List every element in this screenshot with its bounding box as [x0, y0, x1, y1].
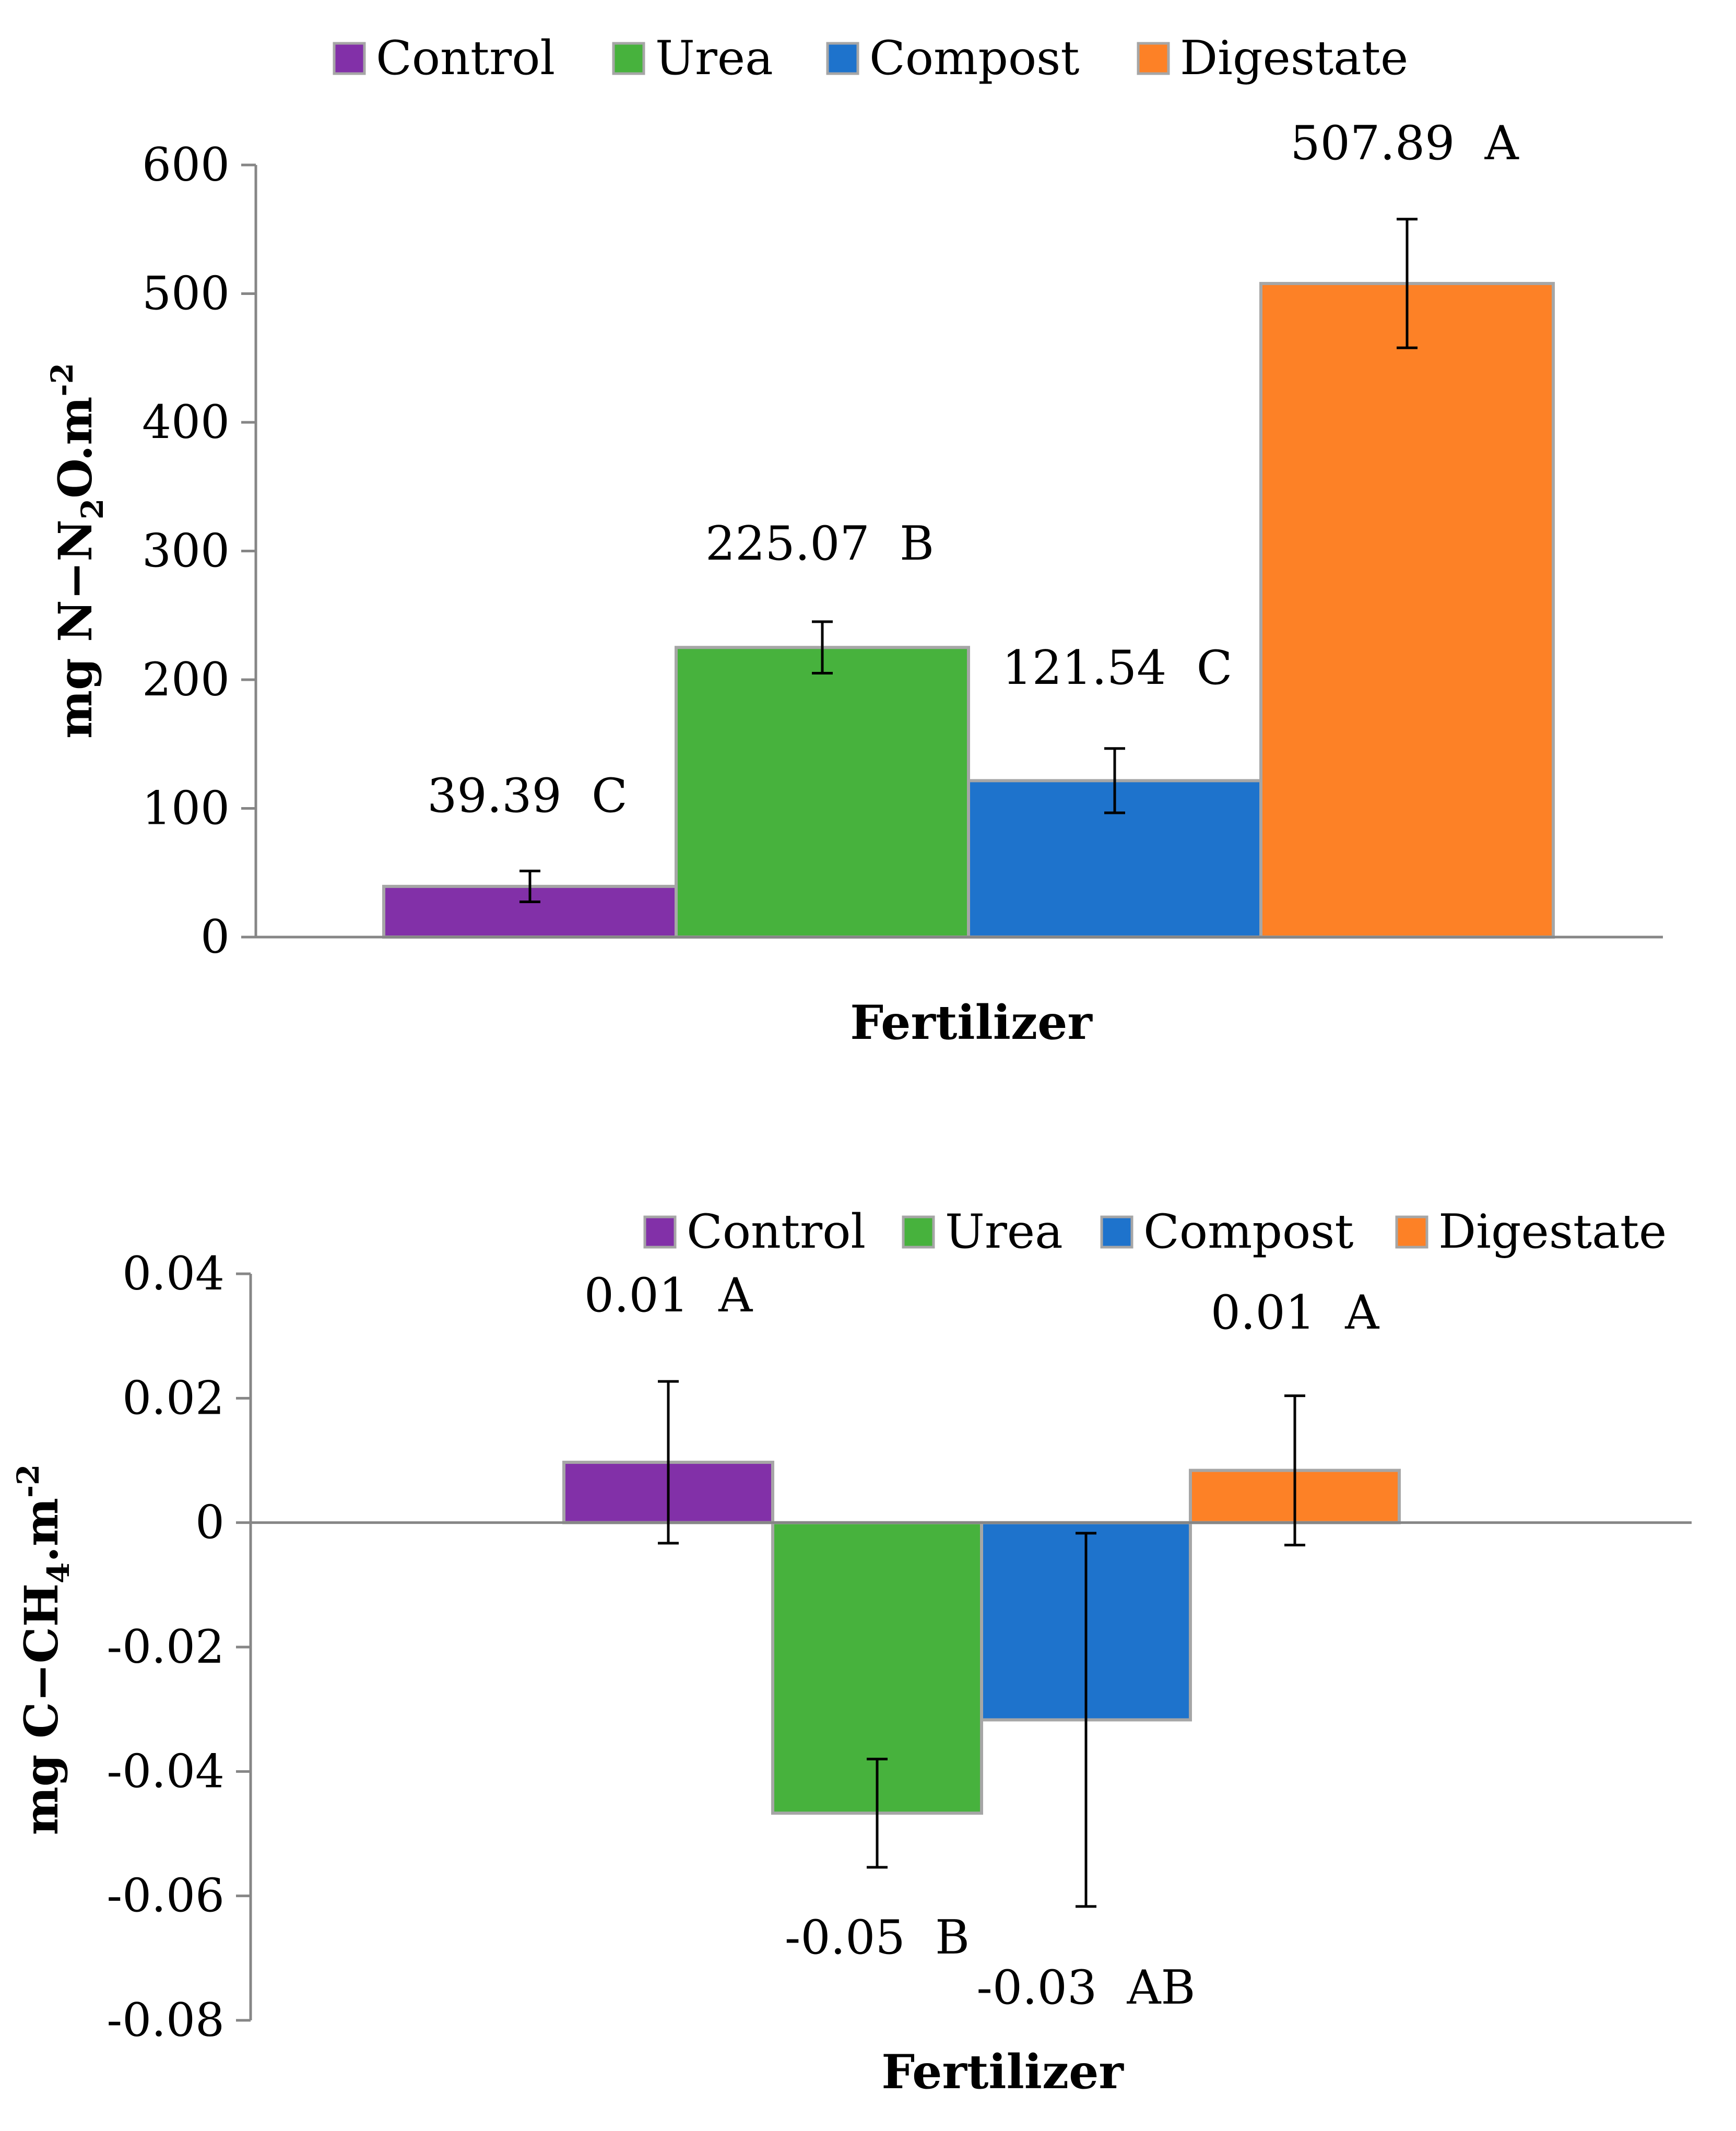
data-label-gap: [1097, 1960, 1127, 2015]
y-axis-title-main: mg C−CH: [14, 1583, 68, 1835]
legend-label-control: Control: [376, 31, 555, 86]
y-axis-title-tail: O.m: [48, 396, 102, 498]
x-axis-title: Fertilizer: [850, 995, 1093, 1050]
legend-2: Control Urea Compost Digestate: [643, 1204, 1667, 1259]
legend-swatch-control: [333, 42, 366, 75]
y-tick-label: -0.04: [107, 1744, 225, 1798]
legend-label-compost: Compost: [869, 31, 1080, 86]
y-tick-label: 0: [195, 1496, 225, 1549]
data-label-value: 507.89: [1290, 116, 1455, 171]
y-tick-label: 200: [142, 653, 230, 706]
y-tick-label: -0.02: [107, 1620, 225, 1674]
data-label-digestate: 0.01 A: [1211, 1285, 1380, 1340]
y-tick-label: 600: [142, 138, 230, 192]
data-label-digestate: 507.89 A: [1290, 116, 1519, 171]
legend-label-urea: Urea: [655, 31, 773, 86]
legend-label-digestate: Digestate: [1438, 1204, 1667, 1259]
data-label-urea: 225.07 B: [705, 516, 934, 571]
y-tick-label: 0.04: [122, 1247, 225, 1300]
y-axis-title-tail: .m: [14, 1498, 68, 1562]
legend-label-digestate: Digestate: [1180, 31, 1408, 86]
legend-swatch-control: [643, 1215, 677, 1249]
error-bar-control: [658, 1380, 679, 1545]
data-label-value: 225.07: [705, 516, 870, 571]
data-label-control: 0.01 A: [584, 1268, 753, 1323]
data-label-gap: [689, 1268, 718, 1323]
data-label-value: 0.01: [1211, 1285, 1315, 1340]
legend-swatch-digestate: [1395, 1215, 1428, 1249]
legend-1: Control Urea Compost Digestate: [333, 31, 1408, 86]
y-tick-label: 0: [200, 910, 230, 964]
data-label-value: -0.05: [785, 1910, 905, 1965]
y-tick-label: -0.06: [107, 1869, 225, 1923]
data-label-compost: 121.54 C: [1002, 641, 1232, 695]
y-tick-label: 0.02: [122, 1371, 225, 1425]
y-axis-title-sub: 4: [41, 1562, 76, 1583]
data-label-group: B: [900, 516, 934, 571]
y-tick-label: 100: [142, 782, 230, 835]
data-label-value: -0.03: [976, 1960, 1097, 2015]
data-label-group: A: [1344, 1285, 1379, 1340]
error-bar-urea: [867, 1758, 888, 1869]
data-label-group: A: [718, 1268, 753, 1323]
data-label-group: A: [1484, 116, 1519, 171]
y-axis-title: mg N−N2O.m-2: [44, 363, 110, 739]
chart-2: Control Urea Compost Digestate -0.08 -0.06 -0.…: [10, 1204, 1692, 2100]
legend-swatch-digestate: [1137, 42, 1170, 75]
error-bar-control: [519, 869, 540, 903]
legend-swatch-urea: [902, 1215, 935, 1249]
data-label-gap: [870, 516, 900, 571]
error-bar-digestate: [1397, 218, 1418, 349]
y-axis-title-sup: -2: [44, 363, 80, 396]
x-axis-title: Fertilizer: [881, 2044, 1124, 2100]
error-bar-compost: [1076, 1532, 1096, 1908]
y-tick-label: 300: [142, 524, 230, 578]
data-label-gap: [1166, 641, 1196, 695]
data-label-gap: [905, 1910, 935, 1965]
legend-label-control: Control: [687, 1204, 866, 1259]
error-bar-compost: [1104, 747, 1125, 814]
data-label-group: C: [592, 768, 628, 823]
legend-swatch-urea: [612, 42, 645, 75]
legend-swatch-compost: [1100, 1215, 1133, 1249]
data-label-gap: [1315, 1285, 1345, 1340]
y-axis-title-sup: -2: [10, 1464, 46, 1498]
data-label-group: C: [1197, 641, 1233, 695]
y-tick-label: 500: [142, 267, 230, 321]
data-label-value: 39.39: [427, 768, 562, 823]
error-bar-urea: [812, 620, 833, 675]
data-label-value: 121.54: [1002, 641, 1166, 695]
legend-swatch-compost: [826, 42, 859, 75]
data-label-gap: [562, 768, 592, 823]
bar-digestate: [1259, 282, 1555, 939]
y-axis-title-main: mg N−N: [48, 519, 102, 739]
error-bar-digestate: [1284, 1394, 1305, 1547]
legend-label-urea: Urea: [945, 1204, 1063, 1259]
y-tick-label: 400: [142, 395, 230, 449]
legend-label-compost: Compost: [1143, 1204, 1354, 1259]
bar-urea: [675, 646, 970, 939]
data-label-group: B: [935, 1910, 970, 1965]
y-axis-title: mg C−CH4.m-2: [10, 1464, 76, 1836]
chart-1: Control Urea Compost Digestate 0 100 200 300 400…: [44, 31, 1663, 1050]
data-label-gap: [1455, 116, 1484, 171]
y-tick-label: -0.08: [107, 1993, 225, 2047]
data-label-value: 0.01: [584, 1268, 689, 1323]
data-label-group: AB: [1126, 1960, 1195, 2015]
data-label-control: 39.39 C: [427, 768, 628, 823]
data-label-compost: -0.03 AB: [976, 1960, 1195, 2015]
y-axis-title-sub: 2: [75, 499, 110, 519]
data-label-urea: -0.05 B: [785, 1910, 970, 1965]
